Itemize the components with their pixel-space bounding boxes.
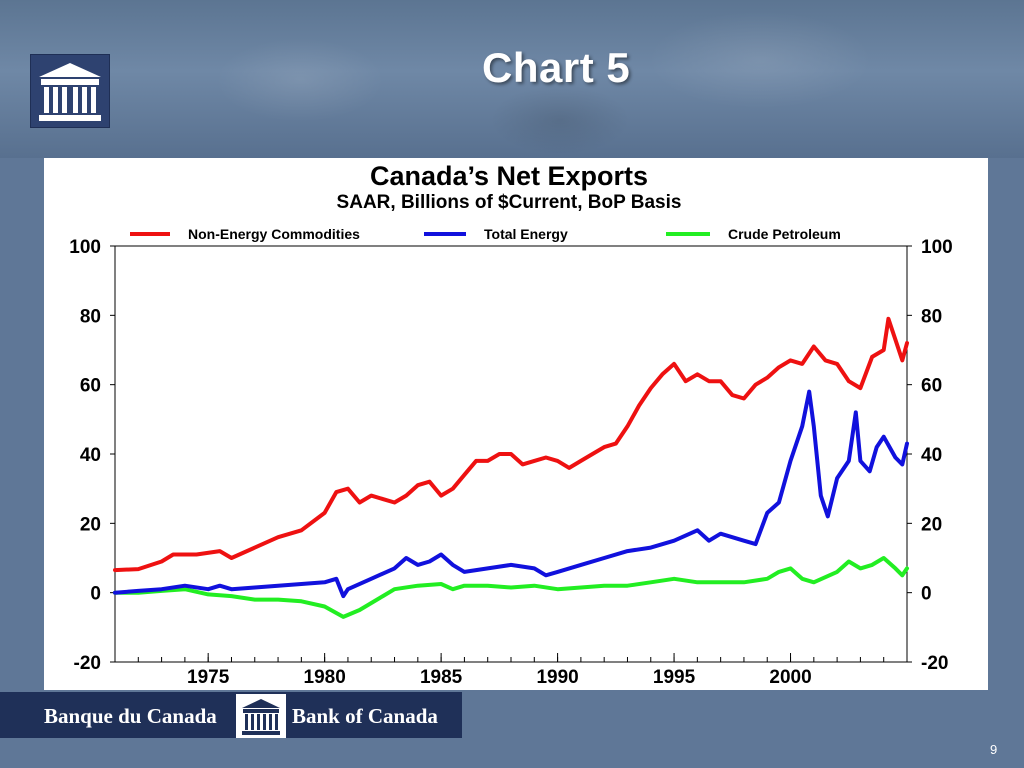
legend: Non-Energy Commodities Total Energy Crud… — [130, 226, 841, 242]
x-tick-label: 2000 — [769, 667, 811, 688]
y-tick-label-right: 60 — [921, 376, 942, 397]
y-tick-label-right: 80 — [921, 306, 942, 327]
legend-label-total-energy: Total Energy — [484, 226, 568, 242]
header-band — [0, 0, 1024, 158]
x-tick-label: 1975 — [187, 667, 230, 688]
y-axis-left: -20 0 20 40 60 80 100 — [69, 237, 115, 674]
footer-name-en: Bank of Canada — [292, 704, 438, 728]
y-tick-label-right: 40 — [921, 445, 942, 466]
series-lines — [113, 316, 909, 619]
legend-label-non-energy: Non-Energy Commodities — [188, 226, 360, 242]
y-tick-label-left: 60 — [80, 376, 101, 397]
x-tick-label: 1990 — [536, 667, 578, 688]
y-tick-label-left: 20 — [80, 514, 101, 535]
page-number: 9 — [990, 742, 998, 757]
x-axis: 1975 1980 1985 1990 1995 2000 — [137, 653, 885, 688]
series-line-total-energy — [113, 389, 909, 599]
y-tick-label-left: 80 — [80, 306, 101, 327]
chart-subtitle: SAAR, Billions of $Current, BoP Basis — [337, 192, 682, 213]
slide-title: Chart 5 — [482, 44, 631, 91]
y-axis-right: -20 0 20 40 60 80 100 — [907, 237, 953, 674]
y-tick-label-left: 0 — [90, 584, 101, 605]
y-tick-label-left: -20 — [74, 653, 101, 674]
y-tick-label-right: -20 — [921, 653, 948, 674]
series-line-non-energy-commodities — [113, 316, 909, 573]
x-tick-label: 1995 — [653, 667, 696, 688]
footer-bar — [0, 692, 462, 738]
y-tick-label-left: 40 — [80, 445, 101, 466]
series-line-crude-petroleum — [113, 556, 909, 619]
legend-label-crude: Crude Petroleum — [728, 226, 841, 242]
y-tick-label-right: 20 — [921, 514, 942, 535]
y-tick-label-right: 100 — [921, 237, 953, 258]
footer-name-fr: Banque du Canada — [44, 704, 217, 728]
y-tick-label-right: 0 — [921, 584, 932, 605]
footer-bank-building-icon — [242, 699, 280, 735]
y-tick-label-left: 100 — [69, 237, 101, 258]
chart-panel: Canada’s Net Exports SAAR, Billions of $… — [44, 158, 988, 690]
net-exports-chart: Canada’s Net Exports SAAR, Billions of $… — [69, 161, 953, 688]
bank-building-icon — [39, 63, 101, 121]
x-tick-label: 1980 — [304, 667, 346, 688]
x-tick-label: 1985 — [420, 667, 463, 688]
bank-building-logo — [30, 54, 110, 128]
footer-logo — [236, 694, 286, 738]
chart-title: Canada’s Net Exports — [370, 161, 648, 191]
